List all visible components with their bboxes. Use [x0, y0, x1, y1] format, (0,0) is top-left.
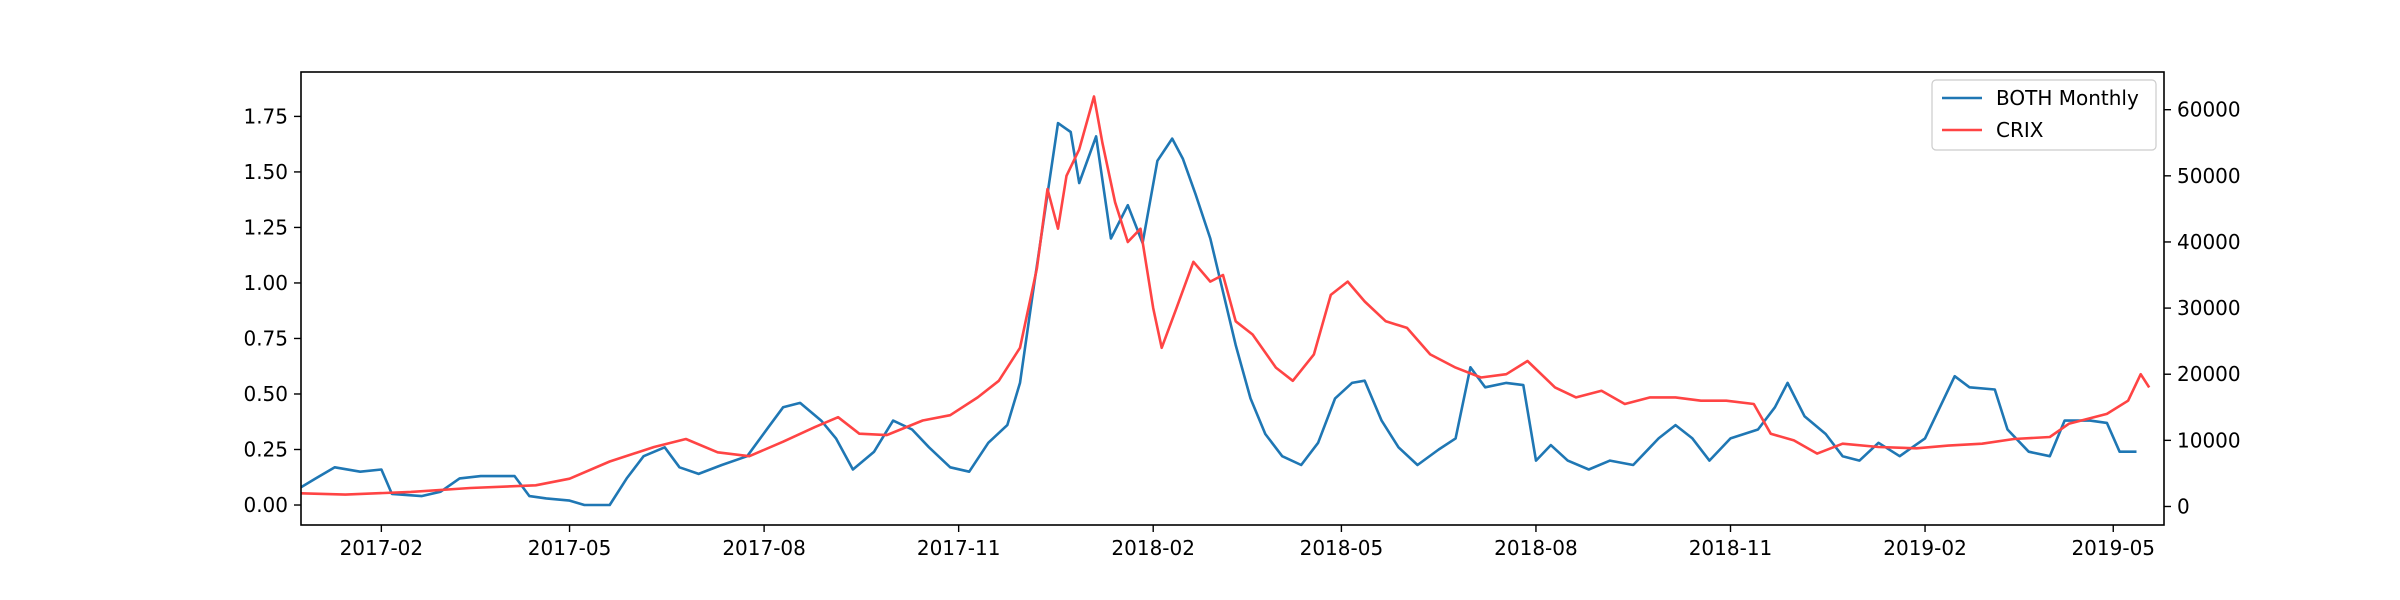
- x-tick-label: 2017-02: [340, 536, 424, 560]
- x-tick-label: 2017-08: [722, 536, 806, 560]
- x-axis: 2017-02 2017-05 2017-08 2017-11 2018-02 2018-…: [340, 525, 2155, 560]
- x-tick-label: 2017-11: [917, 536, 1001, 560]
- y-tick-label: 0.50: [243, 382, 288, 406]
- plot-frame: [300, 71, 2165, 526]
- y-axis-right: 0 10000 20000 30000 40000 50000 60000: [2164, 98, 2241, 518]
- y2-tick-label: 40000: [2177, 230, 2241, 254]
- series-line-both-monthly: [301, 121, 2137, 507]
- x-tick-label: 2018-02: [1111, 536, 1195, 560]
- y2-tick-label: 0: [2177, 494, 2190, 518]
- y2-tick-label: 60000: [2177, 98, 2241, 122]
- x-tick-label: 2018-11: [1689, 536, 1773, 560]
- y-axis-left: 0.00 0.25 0.50 0.75 1.00 1.25 1.50 1.75: [243, 104, 301, 517]
- x-tick-label: 2019-05: [2071, 536, 2155, 560]
- plot-area: [300, 71, 2165, 526]
- x-tick-label: 2018-08: [1494, 536, 1578, 560]
- x-tick-label: 2017-05: [528, 536, 612, 560]
- legend: BOTH Monthly CRIX: [1931, 79, 2157, 151]
- x-tick-label: 2018-05: [1300, 536, 1384, 560]
- y-tick-label: 1.75: [243, 104, 288, 128]
- y-tick-label: 1.50: [243, 160, 288, 184]
- legend-label-crix: CRIX: [1996, 118, 2044, 142]
- y2-tick-label: 30000: [2177, 296, 2241, 320]
- y-tick-label: 0.75: [243, 326, 288, 350]
- legend-label-both-monthly: BOTH Monthly: [1996, 86, 2139, 110]
- y-tick-label: 0.00: [243, 493, 288, 517]
- y2-tick-label: 10000: [2177, 428, 2241, 452]
- legend-box: [1931, 79, 2157, 151]
- y-tick-label: 0.25: [243, 438, 288, 462]
- x-tick-label: 2019-02: [1883, 536, 1967, 560]
- series-line-crix: [301, 95, 2151, 496]
- y-tick-label: 1.25: [243, 215, 288, 239]
- y2-tick-label: 50000: [2177, 164, 2241, 188]
- y2-tick-label: 20000: [2177, 362, 2241, 386]
- y-tick-label: 1.00: [243, 271, 288, 295]
